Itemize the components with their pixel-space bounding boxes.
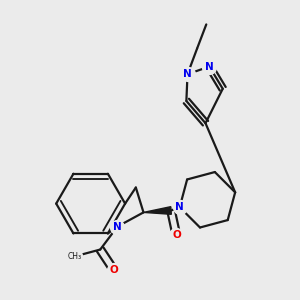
Text: N: N [205,61,214,71]
Text: CH₃: CH₃ [68,252,82,261]
Text: N: N [183,69,192,79]
Polygon shape [143,207,171,214]
Text: O: O [172,230,181,240]
Text: O: O [109,265,118,275]
Text: N: N [113,222,122,232]
Text: N: N [175,202,184,212]
